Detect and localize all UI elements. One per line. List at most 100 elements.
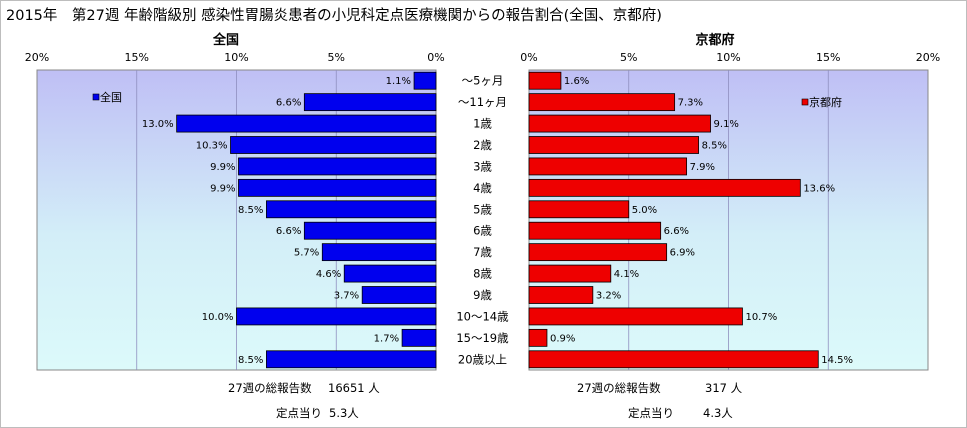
nation-x-tick-label: 15% (125, 51, 149, 64)
age-category-labels: ～5ヶ月 ～11ヶ月 1歳 2歳 3歳 4歳 5歳 6歳 7歳 8歳 9歳 10～14歳 15～19歳 2… (456, 74, 509, 367)
nation-bar (236, 307, 437, 326)
nation-bar (230, 136, 437, 154)
kyoto-total-value: 317 人 (705, 381, 743, 395)
nation-per-site-label: 定点当り (276, 406, 322, 420)
kyoto-x-tick-label: 0% (520, 51, 537, 64)
nation-bar (303, 221, 437, 240)
nation-data-label: 1.7% (374, 333, 399, 344)
nation-legend-label: 全国 (100, 90, 122, 104)
kyoto-bar (528, 157, 688, 176)
kyoto-bar (528, 221, 662, 240)
kyoto-bar (528, 264, 612, 283)
kyoto-data-label: 1.6% (564, 76, 589, 87)
kyoto-legend: 京都府 (801, 95, 842, 109)
nation-x-tick-label: 20% (25, 51, 49, 64)
nation-bar (238, 157, 437, 176)
age-category-label: 15～19歳 (456, 331, 509, 345)
age-category-label: 10～14歳 (456, 309, 509, 323)
nation-bar (238, 178, 437, 197)
kyoto-data-label: 6.9% (670, 248, 695, 259)
kyoto-x-tick-label: 10% (716, 51, 740, 64)
kyoto-bars (528, 71, 819, 369)
nation-data-label: 10.0% (202, 312, 234, 323)
kyoto-bar (528, 286, 594, 304)
nation-data-label: 9.9% (210, 183, 235, 194)
nation-data-labels: 1.1%6.6%13.0%10.3%9.9%9.9%8.5%6.6%5.7%4.… (142, 76, 411, 366)
kyoto-data-label: 8.5% (702, 141, 727, 152)
kyoto-bar (528, 328, 548, 347)
kyoto-x-tick-label: 15% (816, 51, 840, 64)
kyoto-x-tick-label: 20% (916, 51, 940, 64)
kyoto-bar (528, 93, 676, 112)
nation-data-label: 6.6% (276, 226, 301, 237)
nation-x-tick-label: 10% (224, 51, 248, 64)
kyoto-bar (528, 307, 743, 326)
nation-data-label: 8.5% (238, 355, 263, 366)
age-category-label: 8歳 (473, 267, 492, 281)
nation-legend-swatch (92, 93, 100, 101)
kyoto-bar (528, 178, 801, 197)
kyoto-total-label: 27週の総報告数 (577, 381, 661, 395)
kyoto-bar (528, 350, 819, 369)
nation-data-label: 3.7% (334, 291, 359, 302)
kyoto-per-site-value: 4.3人 (703, 406, 733, 420)
nation-legend: 全国 (92, 90, 122, 104)
nation-panel-title: 全国 (212, 32, 239, 48)
nation-total-label: 27週の総報告数 (228, 381, 312, 395)
nation-data-label: 13.0% (142, 119, 174, 130)
kyoto-bar (528, 200, 630, 219)
nation-bar (413, 71, 437, 90)
kyoto-bar (528, 136, 699, 154)
kyoto-data-label: 4.1% (614, 269, 639, 280)
nation-x-axis-ticks: 20% 15% 10% 5% 0% (25, 51, 445, 64)
kyoto-legend-label: 京都府 (809, 95, 842, 109)
nation-bar (303, 93, 437, 112)
kyoto-x-axis-ticks: 0% 5% 10% 15% 20% (520, 51, 940, 64)
nation-bar (343, 264, 437, 283)
nation-x-tick-label: 0% (427, 51, 444, 64)
nation-footer: 27週の総報告数 16651 人 定点当り 5.3人 (228, 381, 380, 420)
kyoto-data-label: 3.2% (596, 291, 621, 302)
nation-data-label: 9.9% (210, 162, 235, 173)
age-category-label: 3歳 (473, 159, 492, 173)
age-category-label: 1歳 (473, 117, 492, 131)
nation-bar (401, 328, 437, 347)
nation-bar (361, 286, 437, 304)
nation-data-label: 6.6% (276, 98, 301, 109)
kyoto-data-label: 9.1% (714, 119, 739, 130)
nation-data-label: 8.5% (238, 205, 263, 216)
nation-bars (176, 71, 437, 369)
nation-data-label: 5.7% (294, 248, 319, 259)
age-category-label: 2歳 (473, 138, 492, 152)
age-category-label: 9歳 (473, 288, 492, 302)
age-category-label: 7歳 (473, 245, 492, 259)
age-category-label: 5歳 (473, 202, 492, 216)
kyoto-legend-swatch (801, 98, 809, 106)
kyoto-data-label: 5.0% (632, 205, 657, 216)
nation-bar (176, 114, 437, 133)
age-category-label: 6歳 (473, 224, 492, 238)
kyoto-footer: 27週の総報告数 317 人 定点当り 4.3人 (577, 381, 743, 420)
kyoto-data-label: 10.7% (745, 312, 777, 323)
age-category-label: 4歳 (473, 181, 492, 195)
nation-bar (321, 243, 437, 262)
age-category-label: ～5ヶ月 (462, 74, 504, 88)
kyoto-per-site-label: 定点当り (628, 406, 674, 420)
kyoto-data-label: 6.6% (664, 226, 689, 237)
kyoto-data-label: 14.5% (821, 355, 853, 366)
nation-data-label: 1.1% (386, 76, 411, 87)
chart-title: 2015年 第27週 年齢階級別 感染性胃腸炎患者の小児科定点医療機関からの報告… (6, 6, 662, 24)
kyoto-data-label: 0.9% (550, 333, 575, 344)
kyoto-bar (528, 71, 562, 90)
age-category-label: 20歳以上 (458, 352, 507, 366)
kyoto-data-labels: 1.6% 7.3% 9.1% 8.5% 7.9% 13.6% 5.0% 6.6% 6.9% 4.1… (550, 76, 853, 366)
kyoto-data-label: 7.3% (678, 98, 703, 109)
kyoto-data-label: 13.6% (803, 183, 835, 194)
nation-data-label: 10.3% (196, 141, 228, 152)
nation-data-label: 4.6% (316, 269, 341, 280)
nation-bar (266, 200, 437, 219)
nation-per-site-value: 5.3人 (329, 406, 359, 420)
kyoto-x-tick-label: 5% (620, 51, 637, 64)
kyoto-bar (528, 243, 668, 262)
